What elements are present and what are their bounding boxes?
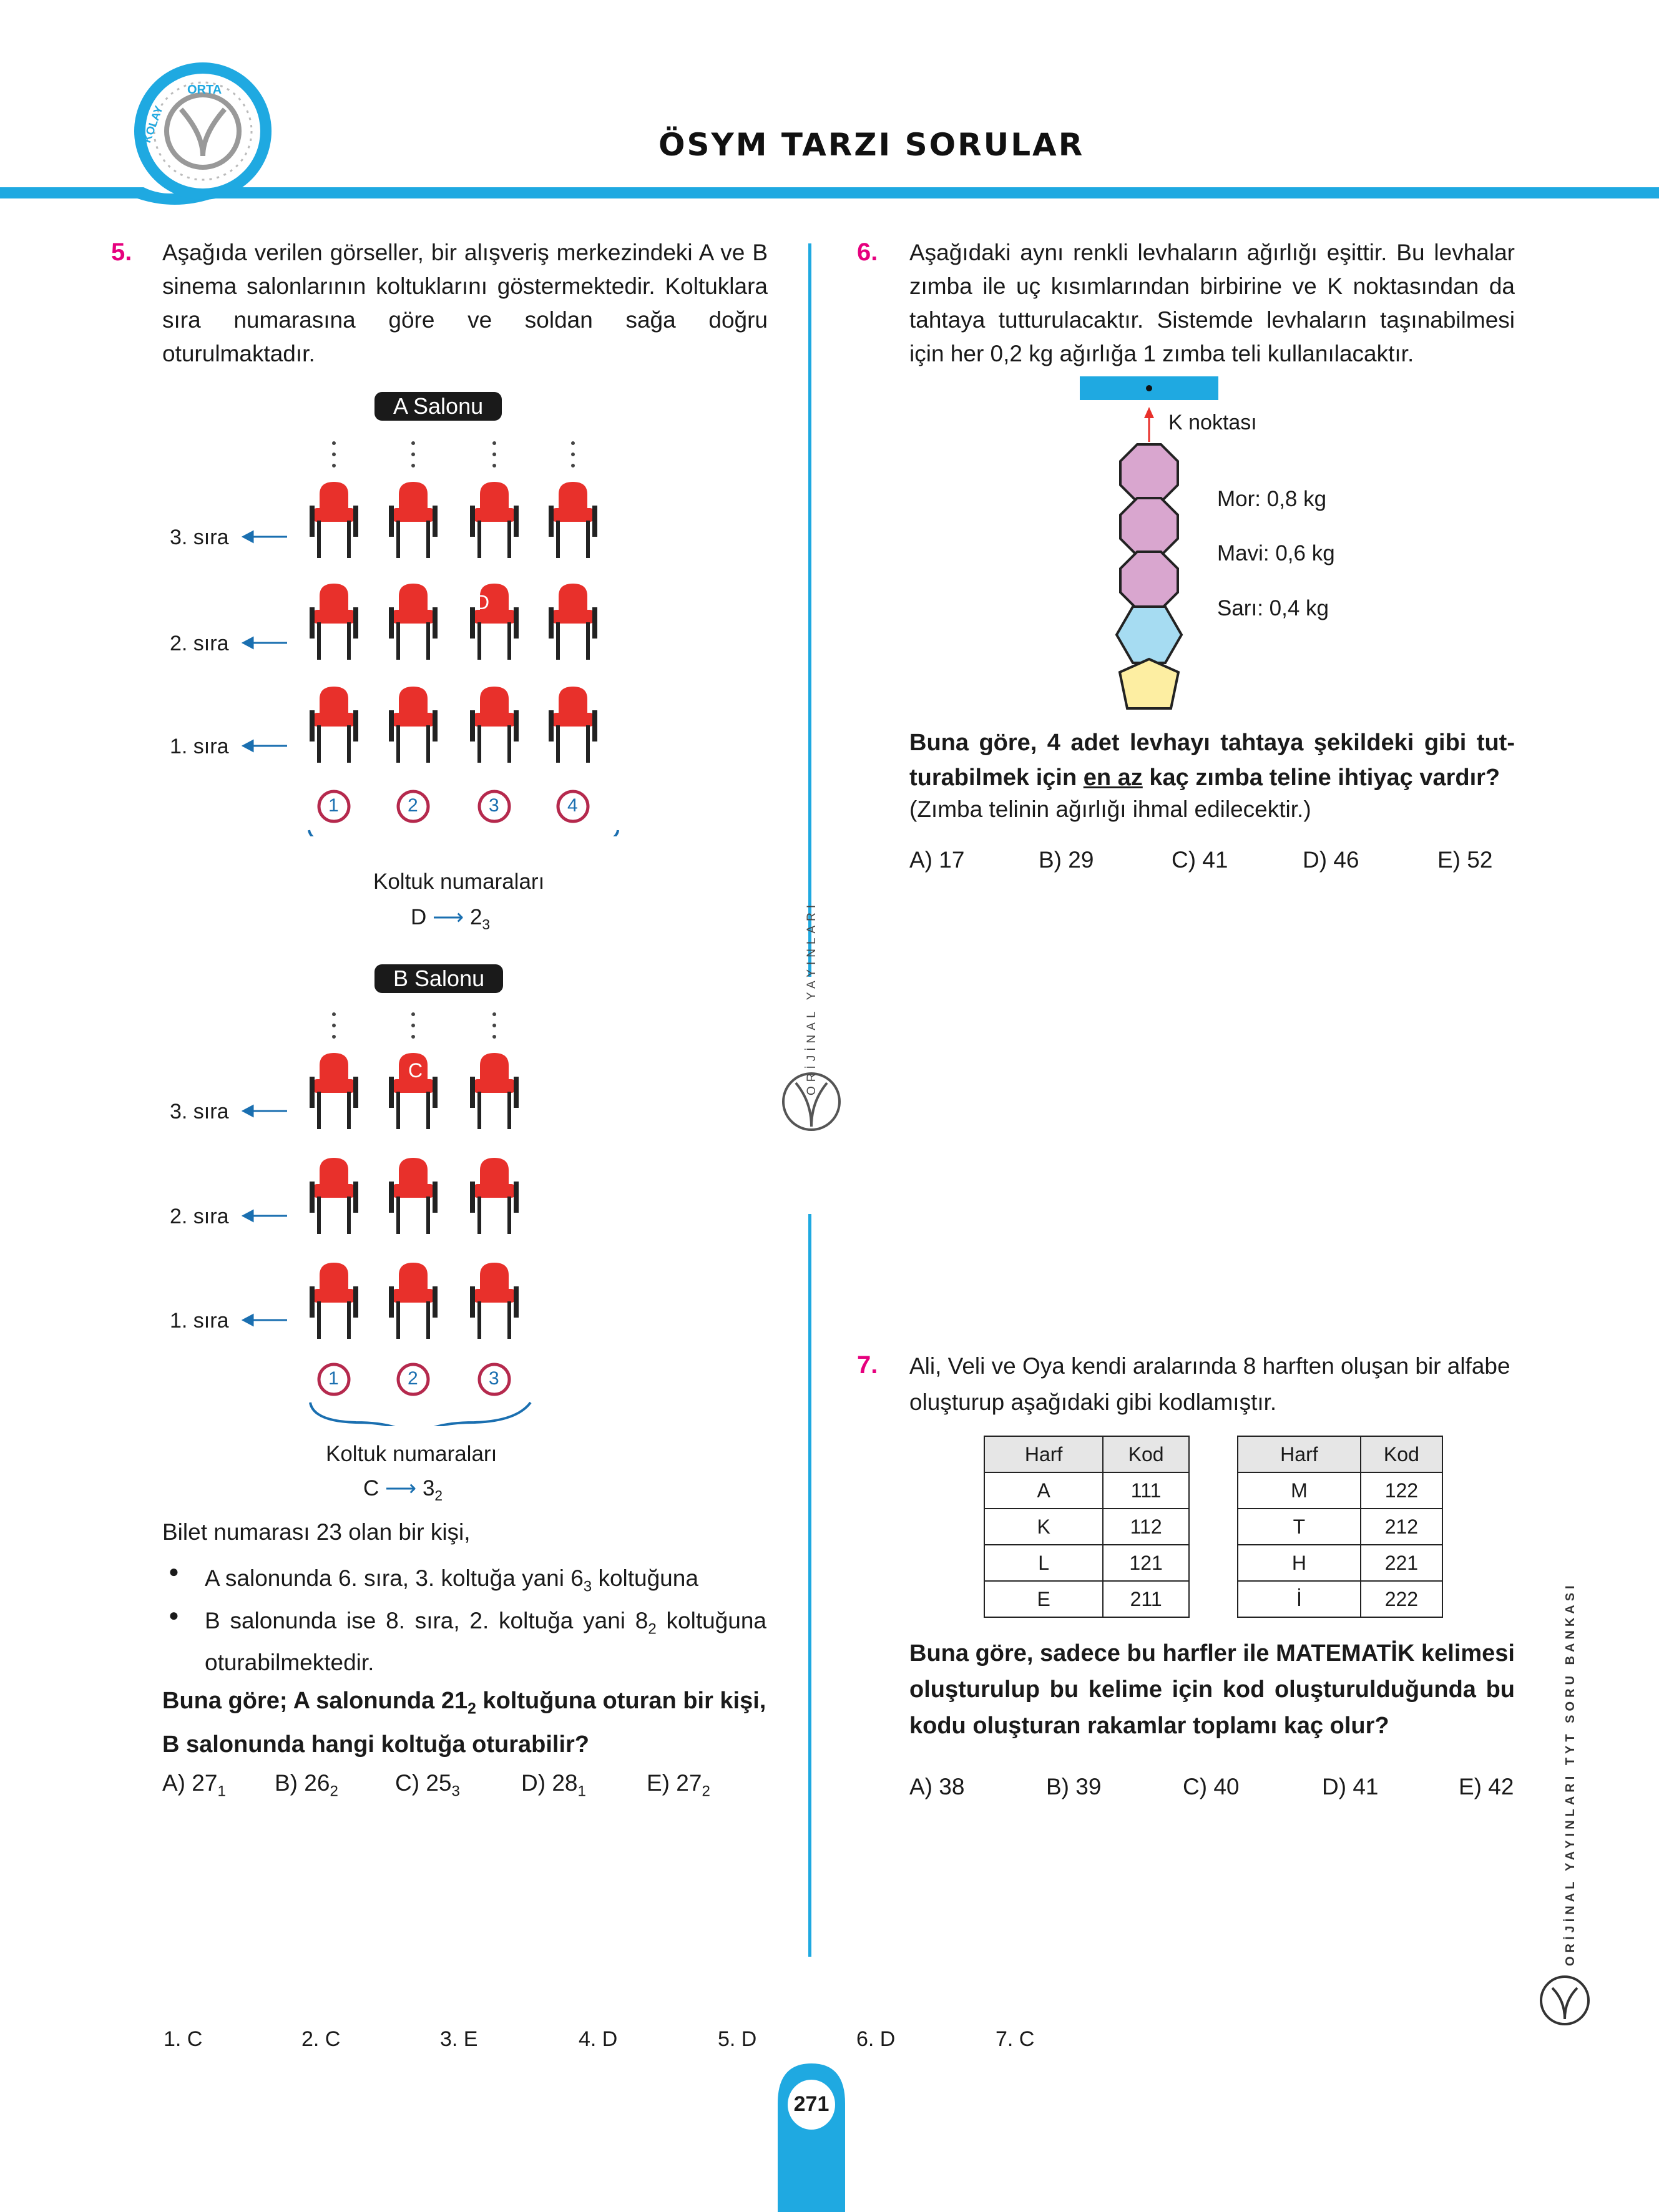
q5-option-d[interactable]: D) 281	[521, 1770, 586, 1800]
table-header: Kod	[1102, 1436, 1190, 1473]
answer-5: 5. D	[718, 2027, 757, 2051]
q7-option-a[interactable]: A) 38	[909, 1774, 965, 1799]
answer-3: 3. E	[440, 2027, 478, 2051]
answer-2: 2. C	[301, 2027, 341, 2051]
arrow-right-icon: ⟶	[433, 905, 464, 929]
arrow-right-icon: ⟶	[385, 1476, 417, 1500]
bullet-icon: ●	[169, 1605, 179, 1625]
header-graphic: ORTA KOLAY	[0, 62, 1659, 205]
table-row: E 211	[983, 1580, 1190, 1618]
q7-option-c[interactable]: C) 40	[1183, 1774, 1240, 1799]
table-header: Kod	[1359, 1436, 1444, 1473]
salon-b-caption: Koltuk numaraları	[326, 1442, 497, 1466]
table-header: Harf	[1237, 1436, 1361, 1473]
q5-question: Buna göre; A salonunda 212 koltuğuna otu…	[162, 1688, 766, 1758]
table-row: K 112	[983, 1508, 1190, 1545]
salon-a-seat-4: 4	[567, 795, 578, 816]
brand-vertical-text: ORİJİNAL YAYINLARI	[805, 900, 818, 1095]
salon-b-code: C ⟶ 32	[363, 1476, 443, 1504]
q7-option-b[interactable]: B) 39	[1046, 1774, 1102, 1799]
q6-option-d[interactable]: D) 46	[1303, 847, 1359, 873]
answer-4: 4. D	[579, 2027, 618, 2051]
q7-text: Ali, Veli ve Oya kendi aralarında 8 harf…	[909, 1353, 1510, 1415]
q5-option-e[interactable]: E) 272	[647, 1770, 710, 1800]
q5-intro: Bilet numarası 23 olan bir kişi,	[162, 1519, 471, 1545]
q6-question: Buna göre, 4 adet levhayı tahtaya şekild…	[909, 730, 1515, 791]
brand-logo-small	[1540, 1975, 1590, 2025]
weight-blue: Mavi: 0,6 kg	[1217, 541, 1335, 565]
salon-b-seats	[241, 1012, 532, 1426]
weight-purple: Mor: 0,8 kg	[1217, 487, 1327, 511]
table-row: L 121	[983, 1544, 1190, 1582]
table-row: A 111	[983, 1472, 1190, 1509]
salon-b-marked-seat: C	[408, 1059, 423, 1082]
code-table-2: Harf Kod M 122 T 212 H 221 İ 222	[1237, 1436, 1444, 1618]
q6-option-e[interactable]: E) 52	[1437, 847, 1493, 873]
table-row: İ 222	[1237, 1580, 1444, 1618]
plates-diagram	[1080, 376, 1218, 710]
salon-a-row-3: 3. sıra	[170, 526, 229, 549]
q7-number: 7.	[857, 1351, 878, 1379]
salon-a-marked-seat: D	[475, 591, 490, 614]
salon-a-row-2: 2. sıra	[170, 632, 229, 655]
q5-option-b[interactable]: B) 262	[275, 1770, 338, 1800]
salon-a-code: D ⟶ 23	[411, 905, 490, 933]
column-divider-top	[808, 243, 811, 977]
q6-text: Aşağıdaki aynı renkli levhaların ağırlığ…	[909, 240, 1515, 366]
q6-option-c[interactable]: C) 41	[1172, 847, 1228, 873]
salon-a-seat-3: 3	[489, 795, 499, 816]
salon-a-caption: Koltuk numaraları	[373, 869, 545, 894]
q6-option-a[interactable]: A) 17	[909, 847, 965, 873]
salon-a-code-letter: D	[411, 905, 427, 929]
code-table-1: Harf Kod A 111 K 112 L 121 E 211	[983, 1436, 1190, 1618]
salon-b-seat-3: 3	[489, 1368, 499, 1389]
q5-option-c[interactable]: C) 253	[395, 1770, 460, 1800]
salon-a-row-1: 1. sıra	[170, 735, 229, 758]
salon-b-row-2: 2. sıra	[170, 1205, 229, 1228]
salon-a-seat-2: 2	[408, 795, 418, 816]
q7-question: Buna göre, sadece bu harfler ile MATEMAT…	[909, 1640, 1515, 1739]
side-brand-text: ORİJİNAL YAYINLARI TYT SORU BANKASI	[1564, 1582, 1577, 1966]
weight-yellow: Sarı: 0,4 kg	[1217, 596, 1329, 620]
q7-option-d[interactable]: D) 41	[1322, 1774, 1379, 1799]
table-row: T 212	[1237, 1508, 1444, 1545]
salon-b-seat-1: 1	[328, 1368, 339, 1389]
svg-text:ORTA: ORTA	[187, 83, 222, 97]
salon-a-code-value: 2	[469, 905, 482, 929]
answer-1: 1. C	[164, 2027, 203, 2051]
salon-a-code-sub: 3	[482, 916, 491, 932]
salon-a-seat-1: 1	[328, 795, 339, 816]
salon-b-code-letter: C	[363, 1476, 379, 1500]
q7-option-e[interactable]: E) 42	[1459, 1774, 1514, 1799]
salon-a-label: A Salonu	[374, 392, 502, 421]
answer-6: 6. D	[856, 2027, 896, 2051]
q6-note: (Zımba telinin ağırlığı ihmal edilecekti…	[909, 796, 1311, 822]
q6-option-b[interactable]: B) 29	[1039, 847, 1094, 873]
table-header: Harf	[983, 1436, 1104, 1473]
page-number: 271	[793, 2092, 830, 2116]
salon-b-row-1: 1. sıra	[170, 1309, 229, 1333]
column-divider-bottom	[808, 1214, 811, 1957]
page-title: ÖSYM TARZI SORULAR	[658, 127, 1085, 163]
q5-text: Aşağıda verilen görseller, bir alışveriş…	[162, 240, 768, 366]
salon-b-label: B Salonu	[374, 964, 504, 993]
page-number-tab	[778, 2063, 845, 2212]
salon-b-code-sub: 2	[434, 1487, 443, 1504]
k-point-label: K noktası	[1168, 411, 1257, 434]
q5-bullet-1: A salonunda 6. sıra, 3. koltuğa yani 63 …	[205, 1565, 698, 1595]
salon-b-code-value: 3	[422, 1476, 435, 1500]
salon-b-seat-2: 2	[408, 1368, 418, 1389]
table-row: M 122	[1237, 1472, 1444, 1509]
q5-option-a[interactable]: A) 271	[162, 1770, 226, 1800]
brand-logo	[782, 1072, 841, 1131]
salon-a-seats	[241, 441, 619, 836]
q5-bullet-2: B salonunda ise 8. sıra, 2. koltuğa yani…	[205, 1608, 766, 1676]
salon-b-row-3: 3. sıra	[170, 1100, 229, 1123]
q6-number: 6.	[857, 238, 878, 266]
table-row: H 221	[1237, 1544, 1444, 1582]
bullet-icon: ●	[169, 1562, 179, 1581]
answer-7: 7. C	[996, 2027, 1035, 2051]
q5-number: 5.	[111, 238, 132, 266]
